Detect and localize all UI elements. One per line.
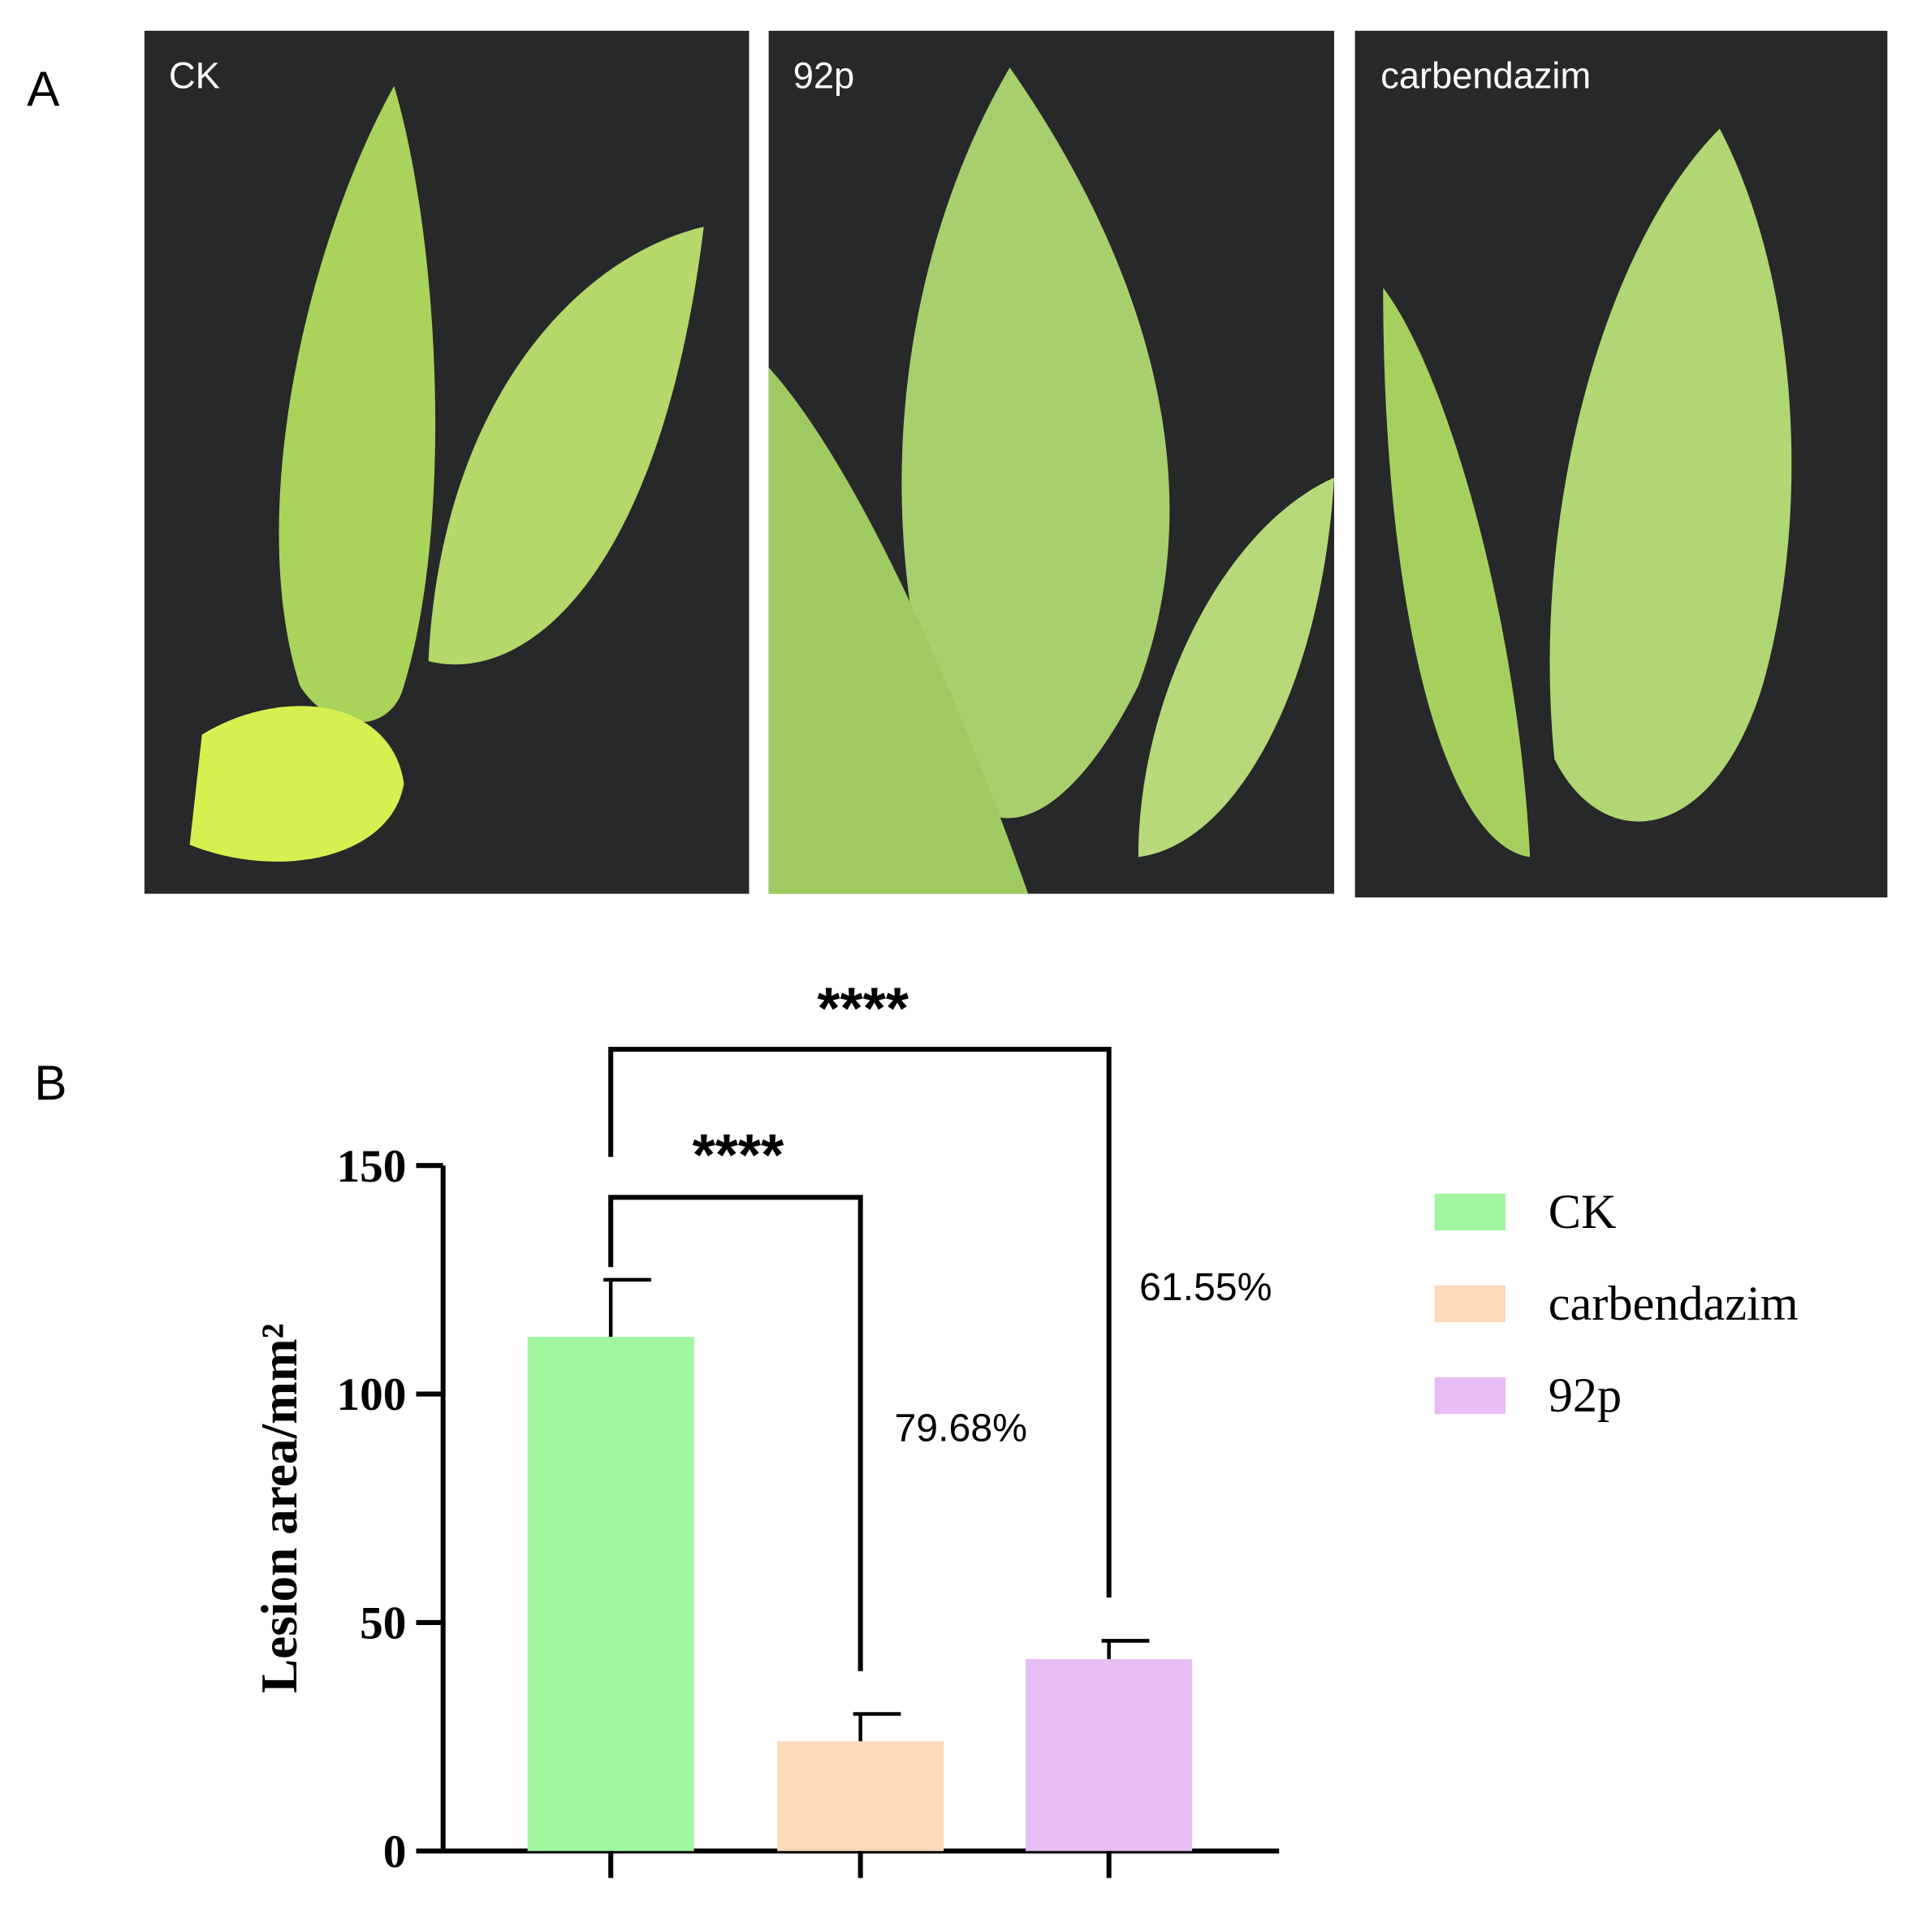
photo-label: 92p: [793, 55, 854, 97]
photo-panels: [144, 30, 1888, 898]
leaf: [1549, 128, 1792, 822]
leaf: [901, 67, 1170, 819]
panel-label: B: [34, 1055, 67, 1110]
legend-label: 92p: [1549, 1368, 1622, 1423]
photo-label: carbendazim: [1380, 55, 1591, 97]
y-tick-label: 50: [360, 1598, 406, 1649]
bar: [527, 1337, 694, 1852]
annotation: 61.55%: [1139, 1265, 1272, 1309]
leaf: [1138, 478, 1334, 858]
leaf: [428, 227, 704, 665]
leaf: [1383, 287, 1531, 858]
y-tick-label: 150: [337, 1141, 407, 1192]
annotation: ****: [693, 1123, 784, 1188]
leaf: [279, 85, 436, 723]
panel-label: A: [27, 61, 60, 116]
photo-label: CK: [169, 55, 220, 97]
legend-label: CK: [1549, 1185, 1617, 1239]
bracket: [608, 1195, 863, 1671]
legend-swatch: [1434, 1377, 1506, 1415]
bar: [1026, 1658, 1193, 1852]
y-tick-label: 100: [337, 1369, 407, 1420]
legend-label: carbendazim: [1549, 1277, 1799, 1331]
annotation: ****: [817, 976, 909, 1041]
leaf: [768, 367, 1029, 894]
legend-swatch: [1434, 1285, 1506, 1323]
y-tick-label: 0: [383, 1826, 407, 1878]
y-axis-label: Lesion area/mm²: [251, 1323, 308, 1693]
annotation: 79.68%: [894, 1406, 1027, 1450]
plot: 0 50 100 150 **** **** 79.68% 61.55% CK carbendaz…: [337, 976, 1799, 1878]
bar: [777, 1741, 944, 1852]
legend-swatch: [1434, 1193, 1506, 1231]
bracket: [608, 1046, 1112, 1598]
leaf: [189, 706, 404, 862]
